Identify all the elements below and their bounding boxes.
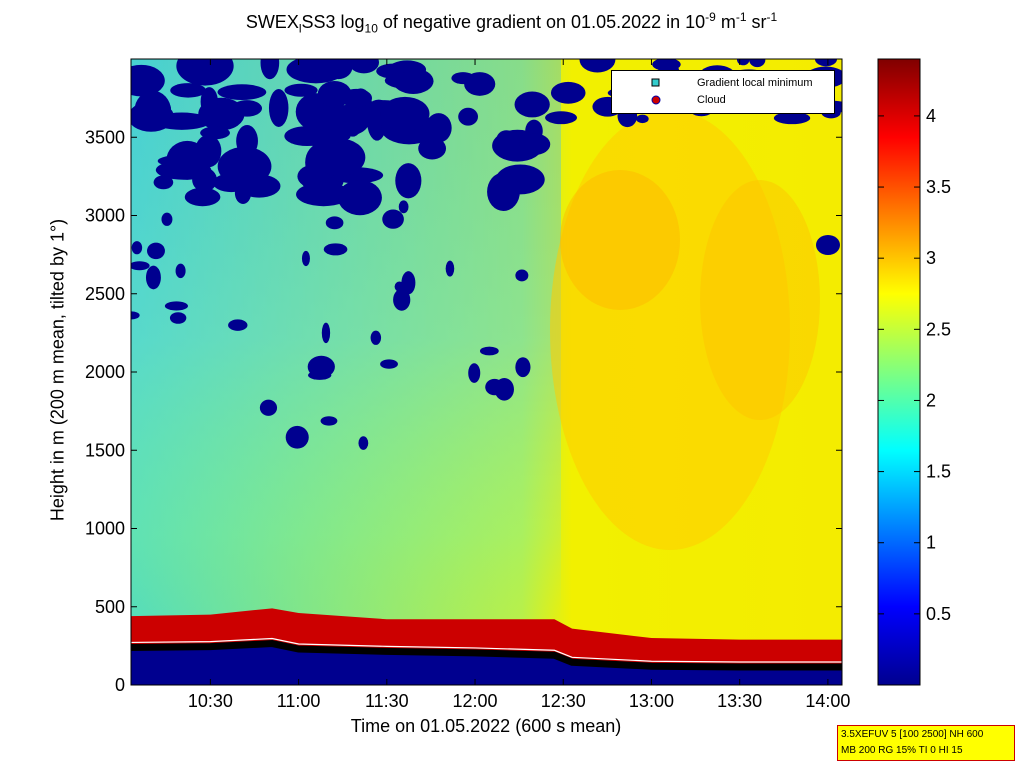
surface-layer xyxy=(131,643,842,685)
x-axis-label: Time on 01.05.2022 (600 s mean) xyxy=(350,716,622,736)
x-tick-label: 13:00 xyxy=(629,691,674,711)
colorbar-tick-label: 3 xyxy=(926,248,936,268)
settings-note: 3.5XEFUV 5 [100 2500] NH 600 MB 200 RG 1… xyxy=(837,725,1015,761)
boundary-layer-band xyxy=(131,608,842,668)
colorbar-tick-label: 3.5 xyxy=(926,177,951,197)
legend-item-gradient: Gradient local minimum xyxy=(697,77,813,89)
y-tick-label: 2500 xyxy=(85,284,125,304)
y-tick-label: 1000 xyxy=(85,519,125,539)
legend: Gradient local minimum Cloud xyxy=(611,70,835,114)
x-tick-label: 11:30 xyxy=(365,691,409,711)
colorbar-tick-label: 2 xyxy=(926,390,936,410)
legend-item-cloud: Cloud xyxy=(697,94,726,106)
x-tick-label: 12:30 xyxy=(541,691,586,711)
y-tick-label: 0 xyxy=(115,675,125,695)
y-tick-label: 1500 xyxy=(85,440,125,460)
x-tick-label: 13:30 xyxy=(717,691,762,711)
y-tick-label: 500 xyxy=(95,597,125,617)
x-tick-label: 12:00 xyxy=(453,691,498,711)
note-line-2: MB 200 RG 15% TI 0 HI 15 xyxy=(841,745,963,756)
gradient-minimum-line xyxy=(131,640,842,671)
note-line-1: 3.5XEFUV 5 [100 2500] NH 600 xyxy=(841,729,984,740)
colorbar-tick-label: 1.5 xyxy=(926,462,951,482)
square-marker-icon xyxy=(651,78,660,87)
y-tick-label: 3000 xyxy=(85,206,125,226)
colorbar-tick-label: 2.5 xyxy=(926,319,951,339)
circle-marker-icon xyxy=(651,95,661,105)
x-tick-label: 11:00 xyxy=(277,691,321,711)
heatmap-field xyxy=(131,59,842,685)
y-tick-label: 3500 xyxy=(85,127,125,147)
x-tick-label: 10:30 xyxy=(188,691,233,711)
colorbar xyxy=(878,59,920,685)
colorbar-tick-label: 4 xyxy=(926,106,936,126)
x-tick-label: 14:00 xyxy=(805,691,850,711)
y-tick-label: 2000 xyxy=(85,362,125,382)
chart-title: SWEXlSS3 log10 of negative gradient on 0… xyxy=(245,10,778,36)
y-axis-label: Height in m (200 m mean, tilted by 1°) xyxy=(47,218,68,522)
cloud-trace-line xyxy=(131,637,842,663)
colorbar-tick-label: 0.5 xyxy=(926,604,951,624)
colorbar-tick-label: 1 xyxy=(926,533,936,553)
